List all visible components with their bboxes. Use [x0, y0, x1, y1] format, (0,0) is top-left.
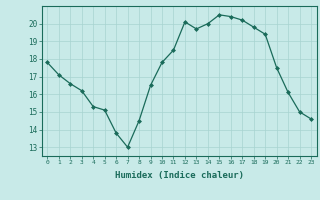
X-axis label: Humidex (Indice chaleur): Humidex (Indice chaleur)	[115, 171, 244, 180]
